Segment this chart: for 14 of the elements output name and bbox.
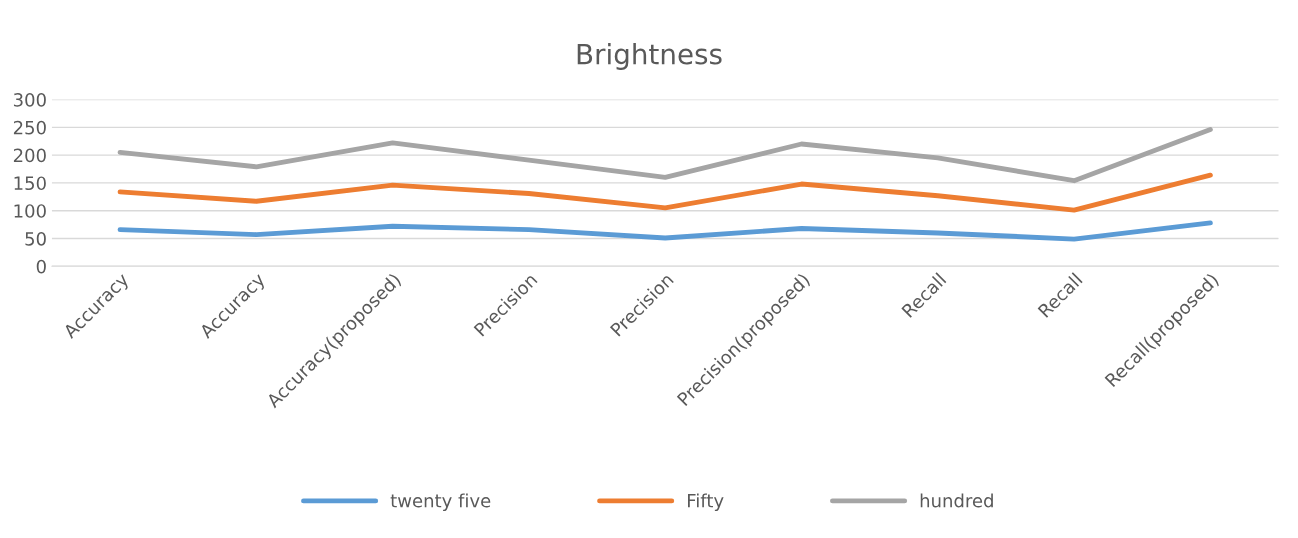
legend-label: twenty five (390, 493, 491, 511)
y-tick-label: 0 (36, 259, 46, 274)
y-tick-label: 50 (25, 231, 46, 246)
y-tick-label: 250 (13, 120, 46, 135)
line-series (117, 220, 1213, 242)
y-tick-label: 150 (14, 176, 46, 191)
legend-label: hundred (920, 493, 993, 508)
y-tick-label: 300 (13, 92, 46, 107)
line-series (117, 172, 1213, 213)
chart-title: Brightness (577, 43, 722, 70)
y-tick-label: 100 (14, 204, 46, 218)
legend-label: Fifty (688, 493, 724, 511)
y-tick-label: 200 (13, 148, 46, 163)
line-series (117, 127, 1213, 184)
